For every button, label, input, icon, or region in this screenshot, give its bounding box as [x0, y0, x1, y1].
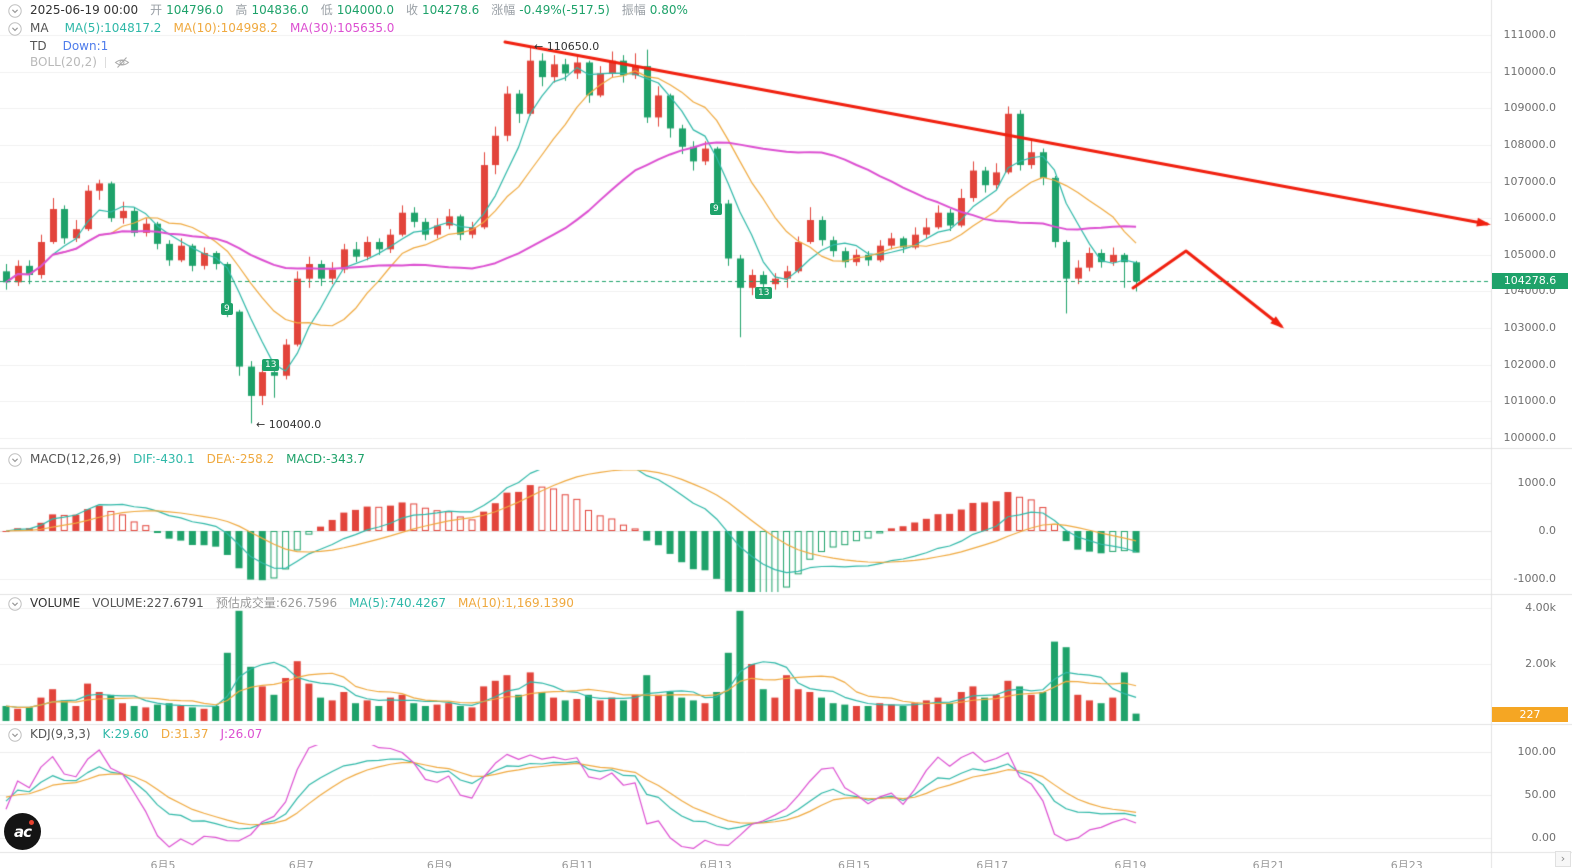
- macd-collapse-icon[interactable]: [8, 452, 22, 467]
- volume-panel-header: VOLUME VOLUME:227.6791 预估成交量:626.7596 MA…: [8, 596, 574, 611]
- boll-header: BOLL(20,2): [30, 55, 130, 70]
- price-axis-tick: 105000.0: [1503, 247, 1557, 261]
- ohlc-header: 2025-06-19 00:00 开 104796.0 高 104836.0 低…: [8, 3, 688, 18]
- open-label: 开: [150, 3, 163, 17]
- x-axis-label: 6月13: [699, 859, 732, 868]
- x-axis-label: 6月15: [838, 859, 870, 868]
- volume-ma10: MA(10):1,169.1390: [458, 596, 574, 610]
- kdj-collapse-icon[interactable]: [8, 727, 22, 742]
- kdj-axis-tick: 100.00: [1517, 745, 1557, 758]
- ma30-value: MA(30):105635.0: [289, 21, 395, 35]
- amplitude-value: 0.80%: [649, 3, 688, 17]
- logo-dot: [29, 820, 34, 825]
- macd-title: MACD(12,26,9): [30, 452, 122, 466]
- change-label: 涨幅: [491, 3, 516, 17]
- low-label: 低: [320, 3, 333, 17]
- kdj-title: KDJ(9,3,3): [30, 727, 91, 741]
- current-price-tag: 104278.6: [1492, 273, 1568, 290]
- volume-estimate: 预估成交量:626.7596: [215, 596, 338, 610]
- change-value: -0.49%(-517.5): [519, 3, 610, 17]
- td-value: Down:1: [62, 39, 109, 53]
- x-axis-label: 6月11: [561, 859, 594, 868]
- price-axis-tick: 102000.0: [1503, 357, 1557, 371]
- ma-title: MA: [30, 21, 49, 35]
- macd-value: MACD:-343.7: [286, 452, 365, 466]
- macd-dif: DIF:-430.1: [133, 452, 195, 466]
- main-chart-collapse-icon[interactable]: [8, 3, 22, 18]
- ma-collapse-icon[interactable]: [8, 21, 22, 36]
- ma5-value: MA(5):104817.2: [64, 21, 162, 35]
- scroll-right-button[interactable]: ›: [1555, 851, 1571, 867]
- price-axis-tick: 109000.0: [1503, 101, 1557, 115]
- price-axis-tick: 100000.0: [1503, 431, 1557, 445]
- price-axis-tick: 101000.0: [1503, 394, 1557, 408]
- kdj-axis-tick: 0.00: [1531, 831, 1557, 844]
- close-value: 104278.6: [422, 3, 480, 17]
- volume-axis-tick: 4.00k: [1525, 601, 1556, 614]
- current-volume-tag: 227: [1492, 707, 1568, 722]
- x-axis-label: 6月7: [288, 859, 314, 868]
- volume-collapse-icon[interactable]: [8, 596, 22, 611]
- aicoin-logo: ac: [4, 813, 41, 850]
- td-title: TD: [30, 39, 47, 53]
- volume-title: VOLUME: [30, 596, 81, 610]
- x-axis-label: 6月9: [426, 859, 452, 868]
- close-label: 收: [405, 3, 418, 17]
- macd-axis-tick: 0.0: [1538, 524, 1557, 537]
- x-axis-label: 6月21: [1252, 859, 1285, 868]
- kdj-axis-tick: 50.00: [1524, 788, 1557, 801]
- low-value: 104000.0: [336, 3, 394, 17]
- high-label: 高: [235, 3, 248, 17]
- price-axis-tick: 108000.0: [1503, 137, 1557, 151]
- volume-value: VOLUME:227.6791: [92, 596, 204, 610]
- boll-visibility-off-icon[interactable]: [114, 56, 130, 69]
- price-axis-tick: 103000.0: [1503, 321, 1557, 335]
- td-header: TD Down:1: [30, 39, 108, 54]
- volume-axis-tick: 2.00k: [1525, 657, 1556, 670]
- kdj-k: K:29.60: [102, 727, 149, 741]
- macd-dea: DEA:-258.2: [206, 452, 275, 466]
- ma-header: MA MA(5):104817.2 MA(10):104998.2 MA(30)…: [8, 21, 394, 36]
- logo-text: ac: [13, 822, 32, 841]
- ma10-value: MA(10):104998.2: [173, 21, 278, 35]
- macd-panel-header: MACD(12,26,9) DIF:-430.1 DEA:-258.2 MACD…: [8, 452, 365, 467]
- open-value: 104796.0: [166, 3, 224, 17]
- macd-axis-tick: 1000.0: [1517, 476, 1557, 489]
- macd-axis-tick: -1000.0: [1513, 572, 1556, 585]
- x-axis-label: 6月5: [150, 859, 176, 868]
- kdj-panel-header: KDJ(9,3,3) K:29.60 D:31.37 J:26.07: [8, 727, 262, 742]
- x-axis-label: 6月19: [1114, 859, 1147, 868]
- kdj-j: J:26.07: [220, 727, 263, 741]
- boll-title: BOLL(20,2): [30, 55, 97, 69]
- time-axis[interactable]: 6月5 6月7 6月9 6月11 6月13 6月15 6月17 6月19 6月21 6月23: [0, 857, 1572, 868]
- x-axis-label: 6月23: [1390, 859, 1423, 868]
- price-axis-tick: 111000.0: [1503, 28, 1557, 41]
- candle-datetime: 2025-06-19 00:00: [30, 3, 139, 17]
- kdj-d: D:31.37: [160, 727, 209, 741]
- amplitude-label: 振幅: [621, 3, 646, 17]
- volume-ma5: MA(5):740.4267: [349, 596, 446, 610]
- divider: [104, 57, 106, 68]
- price-axis-tick: 110000.0: [1503, 64, 1557, 78]
- price-axis-tick: 107000.0: [1503, 174, 1557, 188]
- high-value: 104836.0: [251, 3, 309, 17]
- x-axis-label: 6月17: [976, 859, 1009, 868]
- price-axis-tick: 106000.0: [1503, 211, 1557, 225]
- price-axis[interactable]: 111000.0 110000.0 109000.0 108000.0 107000.0…: [1491, 0, 1572, 868]
